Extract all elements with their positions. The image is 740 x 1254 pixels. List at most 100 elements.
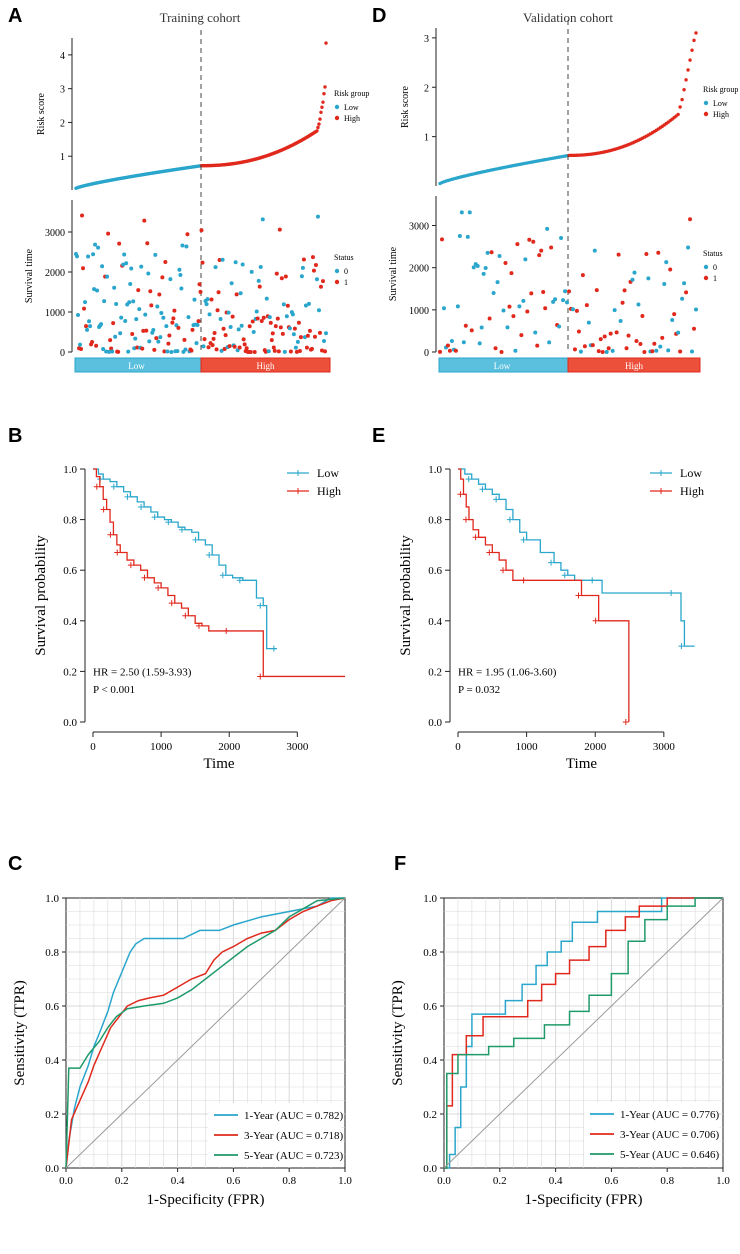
status-point-alive bbox=[282, 349, 287, 354]
status-point-dead bbox=[678, 349, 683, 354]
roc-x-tick-label: 0.0 bbox=[59, 1175, 73, 1187]
status-point-alive bbox=[459, 210, 464, 215]
status-point-dead bbox=[200, 260, 205, 265]
status-point-alive bbox=[455, 304, 460, 309]
km-curve-low bbox=[93, 468, 277, 650]
status-point-alive bbox=[477, 341, 482, 346]
status-point-alive bbox=[264, 296, 269, 301]
roc-y-tick-label: 1.0 bbox=[45, 893, 59, 905]
status-point-alive bbox=[78, 342, 83, 347]
panel-d-risk-plot: 1 2 3 Risk score Risk group Low High 0 1000 2000 3… bbox=[388, 20, 738, 373]
status-point-alive bbox=[254, 309, 259, 314]
status-point-dead bbox=[580, 273, 585, 278]
risk-legend-title: Risk group bbox=[703, 85, 738, 94]
km-censor-mark bbox=[257, 602, 264, 609]
status-point-alive bbox=[169, 349, 174, 354]
status-point-alive bbox=[128, 281, 133, 286]
status-point-alive bbox=[491, 291, 496, 296]
status-point-alive bbox=[159, 311, 164, 316]
status-legend-0-marker bbox=[703, 264, 709, 270]
status-point-dead bbox=[535, 343, 540, 348]
status-point-alive bbox=[260, 217, 265, 222]
status-point-alive bbox=[563, 289, 568, 294]
km-x-tick-label: 0 bbox=[455, 741, 461, 753]
status-point-alive bbox=[517, 304, 522, 309]
status-legend-0-label: 0 bbox=[713, 263, 717, 272]
status-point-alive bbox=[256, 278, 261, 283]
status-point-alive bbox=[155, 304, 160, 309]
risk-y-label: Risk score bbox=[36, 92, 47, 135]
roc-curve-5-year bbox=[444, 897, 723, 1169]
km-censor-mark bbox=[493, 496, 500, 503]
status-y-tick-label: 2000 bbox=[409, 264, 429, 275]
status-point-alive bbox=[258, 264, 263, 269]
status-point-dead bbox=[320, 279, 325, 284]
km-censor-mark bbox=[589, 577, 596, 584]
status-point-alive bbox=[316, 308, 321, 313]
panel-e-km-plot: 0.0 0.2 0.4 0.6 0.8 1.0 0 1000 2000 3000 Time Survi… bbox=[398, 464, 704, 772]
status-y-tick-label: 2000 bbox=[45, 268, 65, 279]
status-point-dead bbox=[312, 334, 317, 339]
status-point-alive bbox=[267, 315, 272, 320]
risk-legend-high-label: High bbox=[344, 114, 360, 123]
status-point-alive bbox=[87, 319, 92, 324]
status-legend-0-label: 0 bbox=[344, 267, 348, 276]
status-point-dead bbox=[248, 349, 253, 354]
status-point-dead bbox=[272, 348, 277, 353]
risk-point-high bbox=[324, 41, 328, 45]
status-point-dead bbox=[298, 335, 303, 340]
status-point-dead bbox=[263, 349, 268, 354]
status-point-alive bbox=[178, 272, 183, 277]
roc-x-tick-label: 0.8 bbox=[660, 1175, 674, 1187]
status-point-dead bbox=[285, 303, 290, 308]
status-point-alive bbox=[95, 288, 100, 293]
status-point-alive bbox=[485, 250, 490, 255]
status-point-alive bbox=[129, 266, 134, 271]
km-y-tick-label: 0.2 bbox=[63, 666, 77, 678]
km-y-tick-label: 1.0 bbox=[428, 464, 442, 476]
status-point-dead bbox=[142, 218, 147, 223]
status-point-dead bbox=[668, 267, 673, 272]
risk-point-high bbox=[694, 31, 698, 35]
risk-point-high bbox=[320, 105, 324, 109]
panel-letter-d: D bbox=[372, 5, 386, 27]
roc-x-tick-label: 0.2 bbox=[493, 1175, 507, 1187]
status-point-dead bbox=[519, 333, 524, 338]
status-point-dead bbox=[167, 333, 172, 338]
status-point-dead bbox=[624, 346, 629, 351]
status-point-dead bbox=[566, 289, 571, 294]
status-point-dead bbox=[176, 325, 181, 330]
status-point-dead bbox=[318, 284, 323, 289]
status-point-alive bbox=[184, 244, 189, 249]
status-point-alive bbox=[481, 271, 486, 276]
status-point-dead bbox=[117, 241, 122, 246]
status-point-dead bbox=[692, 326, 697, 331]
status-point-dead bbox=[640, 313, 645, 318]
status-point-alive bbox=[131, 299, 136, 304]
status-point-alive bbox=[682, 281, 687, 286]
status-point-dead bbox=[549, 245, 554, 250]
roc-curve-3-year bbox=[65, 897, 346, 1169]
status-point-dead bbox=[310, 255, 315, 260]
status-point-dead bbox=[257, 284, 262, 289]
status-point-dead bbox=[527, 237, 532, 242]
status-point-alive bbox=[201, 344, 206, 349]
status-point-dead bbox=[273, 324, 278, 329]
roc-y-tick-label: 0.4 bbox=[423, 1055, 437, 1067]
risk-point-high bbox=[319, 110, 323, 115]
status-point-alive bbox=[483, 266, 488, 271]
km-censor-mark bbox=[93, 483, 100, 490]
status-point-alive bbox=[112, 285, 117, 290]
status-point-alive bbox=[521, 298, 526, 303]
status-point-alive bbox=[266, 349, 271, 354]
status-point-dead bbox=[656, 250, 661, 255]
roc-legend-label: 5-Year (AUC = 0.646) bbox=[620, 1149, 720, 1161]
status-point-dead bbox=[247, 324, 252, 329]
status-point-alive bbox=[586, 320, 591, 325]
status-point-alive bbox=[124, 261, 129, 266]
status-point-dead bbox=[170, 320, 175, 325]
status-point-alive bbox=[75, 254, 80, 259]
km-censor-mark bbox=[110, 483, 117, 490]
risk-y-tick-label: 1 bbox=[424, 133, 429, 144]
status-point-alive bbox=[666, 348, 671, 353]
